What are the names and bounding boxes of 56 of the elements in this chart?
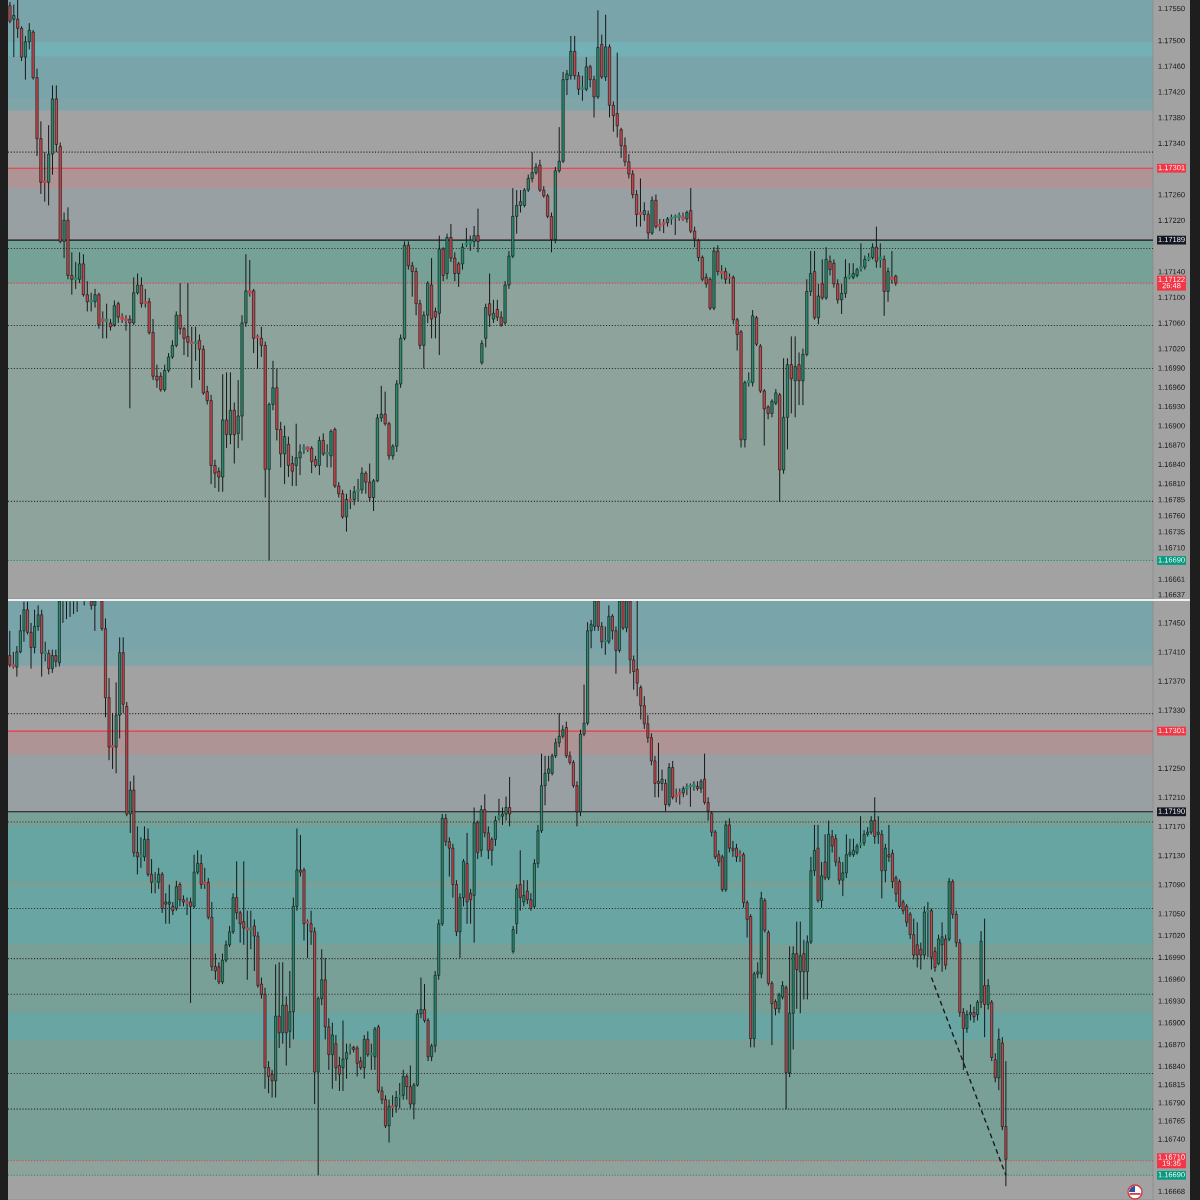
candlestick bbox=[139, 836, 143, 869]
candlestick bbox=[387, 1099, 391, 1144]
candlestick bbox=[89, 292, 93, 312]
candlestick bbox=[798, 921, 802, 1014]
candlestick bbox=[491, 299, 495, 324]
candlestick bbox=[242, 860, 246, 946]
candlestick bbox=[116, 301, 120, 324]
candlestick bbox=[508, 776, 512, 827]
candlestick bbox=[461, 242, 465, 271]
candlestick bbox=[283, 425, 287, 485]
candlestick bbox=[73, 261, 78, 290]
candlestick bbox=[341, 489, 345, 520]
candlestick bbox=[139, 276, 143, 309]
candlestick bbox=[859, 242, 863, 273]
candlestick bbox=[401, 1069, 405, 1101]
candlestick bbox=[330, 1022, 334, 1090]
candlestick bbox=[926, 901, 930, 958]
candlestick bbox=[153, 871, 157, 894]
candlestick bbox=[93, 601, 97, 632]
candlestick bbox=[64, 601, 69, 620]
candlestick bbox=[12, 4, 16, 58]
candlestick bbox=[504, 796, 508, 822]
candlestick bbox=[681, 212, 685, 222]
candlestick bbox=[174, 880, 178, 912]
candlestick bbox=[249, 910, 253, 950]
candlestick bbox=[852, 838, 855, 858]
candlestick bbox=[408, 1065, 412, 1109]
candlestick bbox=[472, 225, 476, 248]
candlestick bbox=[789, 335, 793, 414]
candlestick bbox=[844, 833, 848, 879]
candlestick bbox=[50, 649, 54, 674]
candlestick bbox=[495, 299, 499, 322]
candlestick bbox=[71, 601, 76, 615]
candlestick bbox=[735, 843, 738, 863]
candlestick bbox=[185, 897, 189, 916]
candlestick bbox=[657, 742, 660, 798]
candlestick bbox=[344, 493, 348, 533]
candlestick bbox=[843, 258, 847, 299]
candlestick bbox=[199, 854, 203, 890]
candlestick bbox=[286, 436, 290, 478]
candlestick bbox=[476, 208, 480, 253]
candlestick bbox=[638, 177, 643, 228]
candlestick bbox=[368, 463, 372, 502]
candlestick bbox=[112, 299, 116, 328]
candlestick bbox=[124, 314, 128, 332]
candlestick bbox=[873, 796, 877, 845]
candlestick bbox=[341, 1019, 345, 1092]
candlestick bbox=[983, 918, 987, 1038]
candlestick bbox=[167, 884, 171, 925]
candlestick bbox=[245, 910, 250, 981]
candlestick bbox=[793, 335, 797, 418]
candlestick bbox=[673, 213, 678, 236]
candlestick bbox=[795, 921, 799, 1010]
candlestick bbox=[915, 921, 919, 968]
candlestick bbox=[519, 189, 523, 213]
candlestick bbox=[294, 423, 298, 487]
